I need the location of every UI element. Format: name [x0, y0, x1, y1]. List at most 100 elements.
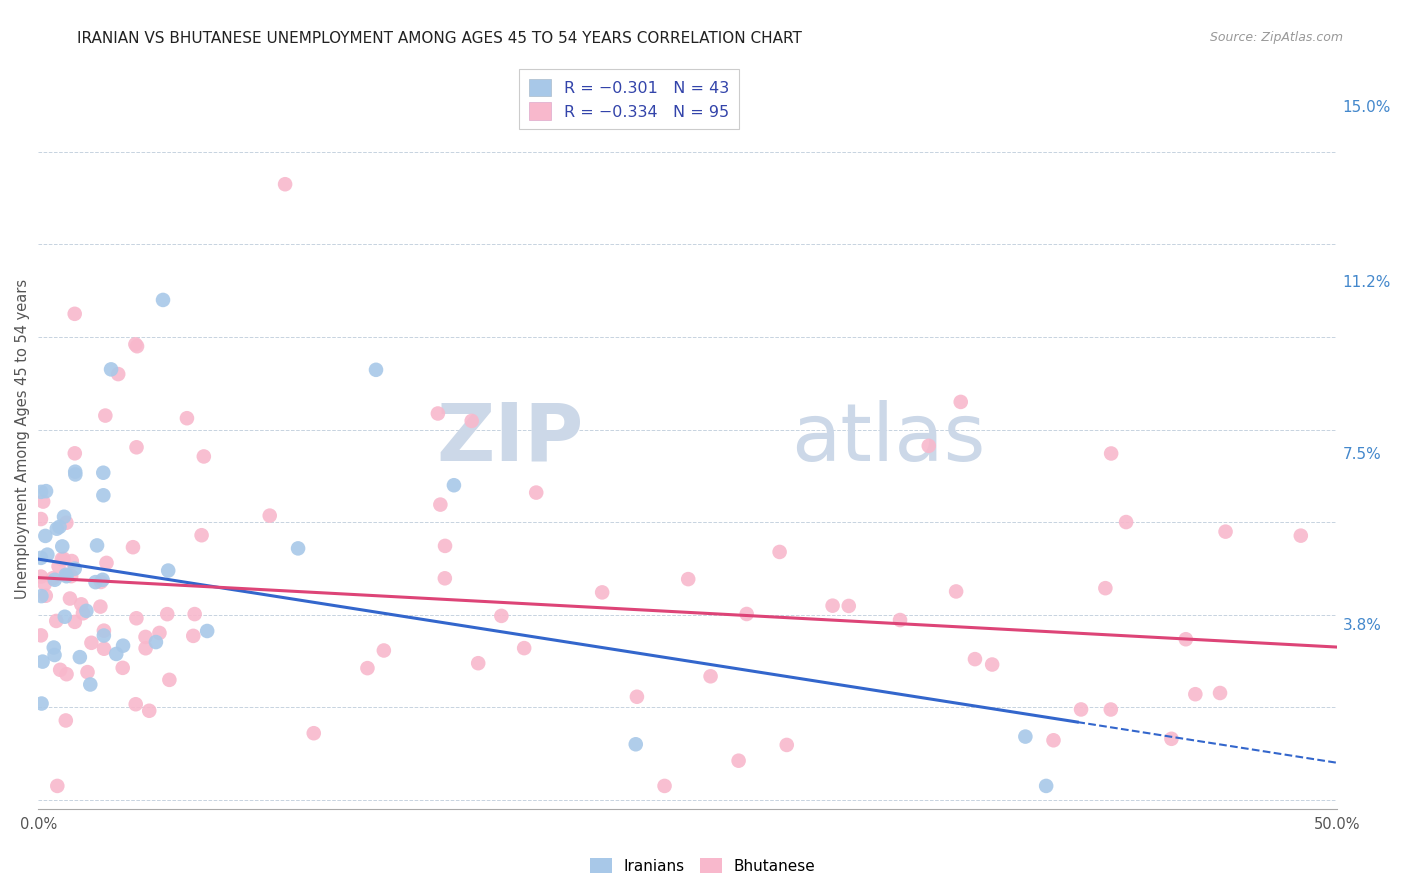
Point: [32, 494, 55, 508]
Point: [34, 577, 56, 591]
Point: [821, 599, 844, 613]
Point: [35, 484, 58, 499]
Point: [55, 567, 77, 582]
Point: [30, 512, 52, 526]
Point: [55, 516, 77, 530]
Point: [84, 575, 107, 590]
Point: [145, 635, 167, 649]
Point: [31, 697, 53, 711]
Point: [1209, 686, 1232, 700]
Point: [91, 573, 114, 587]
Point: [433, 571, 456, 585]
Point: [1160, 731, 1182, 746]
Point: [76, 665, 98, 679]
Point: [1042, 733, 1064, 747]
Point: [776, 738, 799, 752]
Point: [125, 698, 148, 712]
Point: [44, 573, 66, 587]
Point: [591, 585, 613, 599]
Point: [626, 690, 648, 704]
Point: [838, 599, 860, 613]
Point: [91, 466, 114, 480]
Point: [152, 293, 174, 307]
Point: [949, 395, 972, 409]
Point: [135, 630, 157, 644]
Point: [53, 609, 76, 624]
Point: [90, 574, 112, 589]
Point: [59, 591, 82, 606]
Point: [768, 545, 790, 559]
Point: [63, 465, 86, 479]
Point: [35, 589, 58, 603]
Point: [63, 561, 86, 575]
Point: [89, 599, 111, 614]
Text: Source: ZipAtlas.com: Source: ZipAtlas.com: [1209, 31, 1343, 45]
Point: [513, 641, 536, 656]
Point: [125, 339, 148, 353]
Point: [72, 607, 94, 621]
Point: [302, 726, 325, 740]
Point: [1115, 515, 1137, 529]
Point: [44, 648, 66, 662]
Point: [80, 636, 103, 650]
Point: [157, 564, 180, 578]
Point: [426, 407, 449, 421]
Point: [1070, 702, 1092, 716]
Point: [963, 652, 986, 666]
Point: [287, 541, 309, 556]
Point: [148, 626, 170, 640]
Text: atlas: atlas: [792, 400, 986, 478]
Point: [37, 548, 59, 562]
Point: [699, 669, 721, 683]
Point: [429, 498, 451, 512]
Point: [274, 178, 297, 192]
Point: [624, 737, 647, 751]
Point: [45, 614, 67, 628]
Point: [48, 520, 70, 534]
Point: [356, 661, 378, 675]
Point: [31, 655, 53, 669]
Point: [55, 714, 77, 728]
Point: [55, 667, 77, 681]
Point: [65, 467, 87, 482]
Point: [1099, 702, 1122, 716]
Point: [79, 677, 101, 691]
Point: [1014, 730, 1036, 744]
Point: [1094, 581, 1116, 595]
Point: [93, 624, 115, 638]
Point: [94, 409, 117, 423]
Point: [63, 615, 86, 629]
Point: [259, 508, 281, 523]
Point: [51, 540, 73, 554]
Point: [75, 604, 97, 618]
Point: [1099, 446, 1122, 460]
Point: [112, 639, 135, 653]
Point: [30, 569, 52, 583]
Point: [42, 640, 65, 655]
Point: [364, 363, 387, 377]
Point: [96, 556, 118, 570]
Point: [945, 584, 967, 599]
Point: [48, 559, 70, 574]
Point: [1184, 687, 1206, 701]
Point: [195, 624, 218, 638]
Point: [111, 661, 134, 675]
Legend: R = −0.301   N = 43, R = −0.334   N = 95: R = −0.301 N = 43, R = −0.334 N = 95: [519, 69, 740, 129]
Point: [918, 439, 941, 453]
Legend: Iranians, Bhutanese: Iranians, Bhutanese: [585, 852, 821, 880]
Point: [55, 569, 77, 583]
Point: [30, 550, 52, 565]
Point: [491, 608, 513, 623]
Point: [176, 411, 198, 425]
Point: [981, 657, 1004, 672]
Point: [443, 478, 465, 492]
Point: [1174, 632, 1197, 647]
Point: [190, 528, 212, 542]
Point: [56, 567, 79, 582]
Point: [434, 539, 457, 553]
Point: [100, 362, 122, 376]
Point: [676, 572, 699, 586]
Point: [157, 673, 180, 687]
Point: [70, 598, 93, 612]
Point: [889, 613, 911, 627]
